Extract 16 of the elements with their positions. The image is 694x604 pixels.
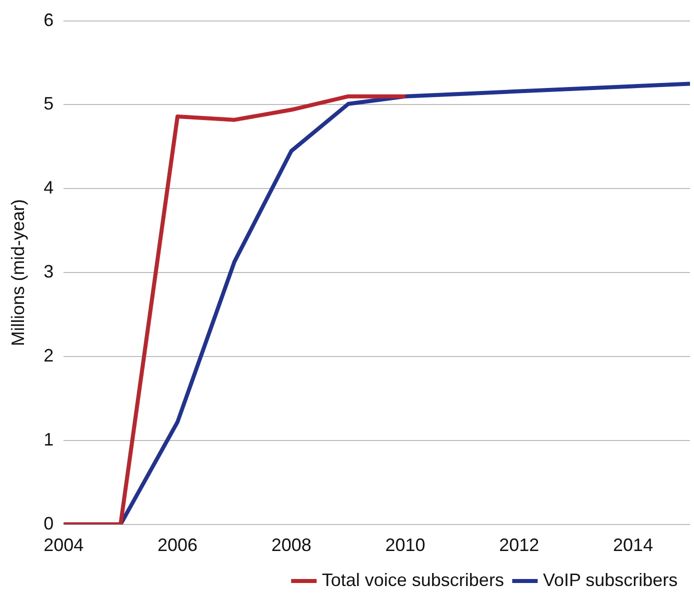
y-tick-label: 5 [44,94,54,114]
y-axis-title: Millions (mid-year) [8,199,28,346]
x-tick-label: 2010 [385,535,426,556]
legend-label: VoIP subscribers [542,570,678,590]
x-tick-label: 2012 [499,535,540,556]
x-tick-label: 2014 [613,535,654,556]
y-tick-label: 6 [44,10,54,30]
x-tick-label: 2006 [157,535,198,556]
y-tick-label: 1 [44,429,54,450]
y-tick-label: 2 [44,346,54,366]
y-tick-label: 3 [44,262,54,282]
y-tick-label: 0 [44,513,54,534]
y-tick-label: 4 [44,178,54,198]
legend-label: Total voice subscribers [322,570,504,590]
x-tick-label: 2008 [271,535,312,556]
x-tick-label: 2004 [44,535,84,556]
